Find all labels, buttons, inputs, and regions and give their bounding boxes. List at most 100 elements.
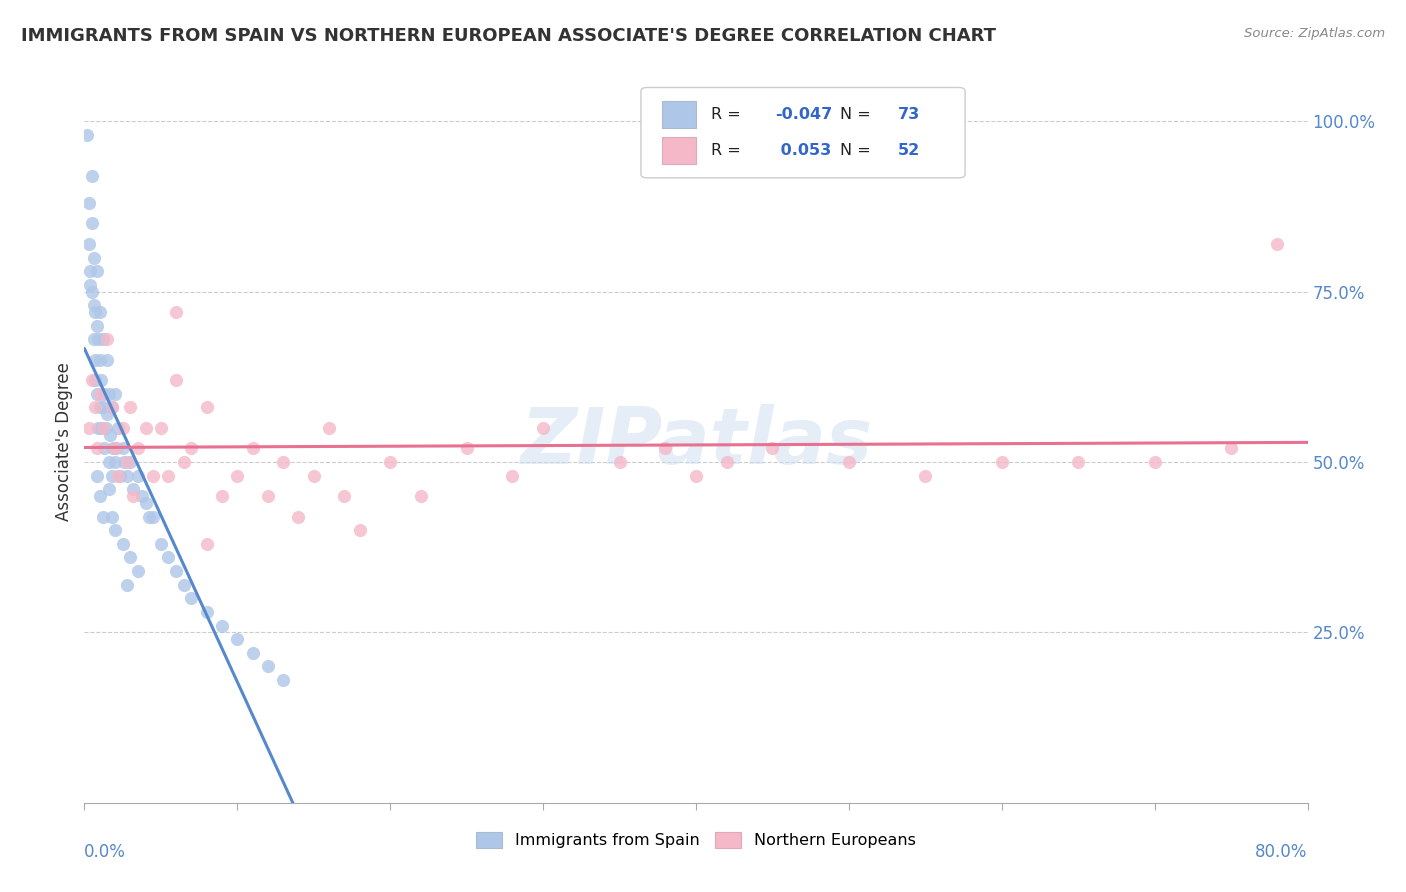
- Text: 80.0%: 80.0%: [1256, 843, 1308, 861]
- Point: [101, 509, 124, 524]
- Point: [195, 605, 218, 619]
- Point: [226, 468, 249, 483]
- Point: [149, 537, 172, 551]
- Point: [122, 489, 145, 503]
- Point: [83, 298, 105, 312]
- Text: ZIPatlas: ZIPatlas: [520, 403, 872, 480]
- Point: [115, 468, 138, 483]
- Point: [93, 442, 115, 456]
- FancyBboxPatch shape: [641, 87, 965, 178]
- Text: 73: 73: [898, 107, 920, 121]
- Point: [127, 564, 149, 578]
- Point: [257, 489, 280, 503]
- Point: [103, 442, 125, 456]
- Point: [685, 468, 707, 483]
- Text: 0.053: 0.053: [776, 143, 832, 158]
- Point: [761, 442, 783, 456]
- Point: [180, 591, 202, 606]
- Point: [531, 421, 554, 435]
- Point: [131, 489, 153, 503]
- Point: [104, 442, 127, 456]
- Point: [135, 496, 157, 510]
- Point: [84, 401, 107, 415]
- Point: [287, 509, 309, 524]
- Point: [1067, 455, 1090, 469]
- Point: [104, 387, 127, 401]
- Point: [271, 673, 294, 687]
- Point: [318, 421, 340, 435]
- Point: [142, 468, 165, 483]
- Point: [96, 352, 118, 367]
- Point: [93, 387, 115, 401]
- Text: R =: R =: [710, 143, 741, 158]
- Point: [79, 264, 101, 278]
- Point: [135, 421, 157, 435]
- Point: [107, 421, 129, 435]
- Point: [104, 455, 127, 469]
- Point: [86, 442, 108, 456]
- Point: [115, 455, 138, 469]
- FancyBboxPatch shape: [662, 101, 696, 128]
- Point: [991, 455, 1014, 469]
- Point: [127, 442, 149, 456]
- Point: [271, 455, 294, 469]
- Point: [84, 352, 107, 367]
- Point: [87, 332, 110, 346]
- Point: [80, 216, 103, 230]
- Point: [211, 618, 233, 632]
- Point: [180, 442, 202, 456]
- Point: [86, 318, 108, 333]
- Point: [108, 468, 131, 483]
- Point: [349, 523, 371, 537]
- Point: [195, 401, 218, 415]
- Point: [86, 468, 108, 483]
- Point: [97, 482, 120, 496]
- Point: [226, 632, 249, 647]
- Point: [122, 482, 145, 496]
- Point: [211, 489, 233, 503]
- Point: [111, 421, 134, 435]
- Point: [173, 455, 195, 469]
- Point: [77, 236, 100, 251]
- Point: [120, 550, 142, 565]
- Point: [86, 264, 108, 278]
- Point: [456, 442, 478, 456]
- Point: [83, 251, 105, 265]
- Point: [111, 537, 134, 551]
- Point: [90, 373, 112, 387]
- Point: [84, 305, 107, 319]
- Point: [111, 442, 134, 456]
- Point: [165, 305, 187, 319]
- Point: [89, 305, 111, 319]
- Point: [101, 468, 124, 483]
- Point: [89, 387, 111, 401]
- Point: [242, 646, 264, 660]
- Point: [87, 421, 110, 435]
- Point: [89, 352, 111, 367]
- Text: Source: ZipAtlas.com: Source: ZipAtlas.com: [1244, 27, 1385, 40]
- Point: [157, 468, 180, 483]
- Text: 52: 52: [898, 143, 920, 158]
- Point: [127, 468, 149, 483]
- Point: [76, 128, 98, 142]
- Point: [149, 421, 172, 435]
- Point: [91, 509, 114, 524]
- Point: [838, 455, 860, 469]
- Point: [120, 401, 142, 415]
- Point: [83, 332, 105, 346]
- Point: [91, 421, 114, 435]
- Point: [914, 468, 936, 483]
- Point: [409, 489, 432, 503]
- Point: [77, 421, 100, 435]
- Point: [242, 442, 264, 456]
- Point: [115, 577, 138, 591]
- Legend: Immigrants from Spain, Northern Europeans: Immigrants from Spain, Northern European…: [468, 823, 924, 856]
- Point: [80, 169, 103, 183]
- Point: [1220, 442, 1243, 456]
- Point: [502, 468, 524, 483]
- Point: [138, 509, 160, 524]
- Point: [257, 659, 280, 673]
- Point: [97, 455, 120, 469]
- Text: N =: N =: [841, 143, 872, 158]
- Point: [80, 373, 103, 387]
